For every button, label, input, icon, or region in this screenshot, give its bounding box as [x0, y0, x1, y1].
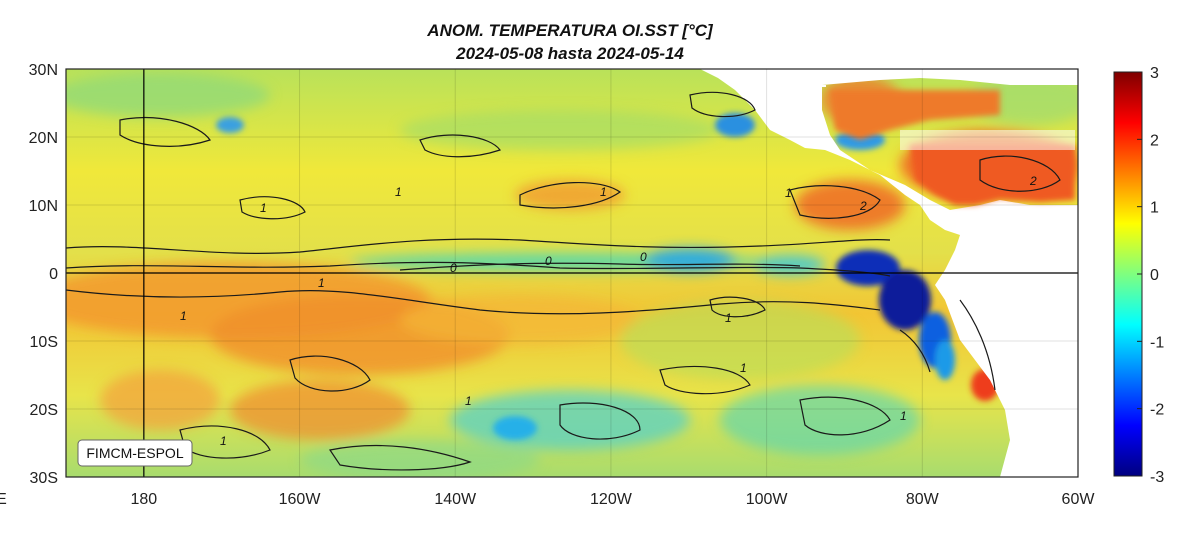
map-title: ANOM. TEMPERATURA OI.SST [°C] [427, 21, 713, 40]
contour-label: 2 [859, 199, 867, 213]
colorbar: 3 2 1 0 -1 -2 -3 [1113, 65, 1164, 486]
contour-label: 1 [318, 276, 325, 290]
contour-label: 1 [600, 185, 607, 199]
colorbar-tick-label: -1 [1150, 334, 1164, 351]
lat-tick-label: 20S [30, 402, 58, 419]
lon-tick-label: 140W [434, 491, 477, 508]
lat-tick-label: 10S [30, 334, 58, 351]
contour-label: 1 [785, 186, 792, 200]
contour-label: 1 [740, 361, 747, 375]
lat-tick-label: 10N [29, 198, 58, 215]
contour-labels: 1 0 1 1 1 0 1 2 1 2 1 1 0 1 1 1 [180, 174, 1037, 448]
lat-tick-label: 20N [29, 130, 58, 147]
contour-label: 1 [725, 311, 732, 325]
contour-label: 0 [640, 250, 647, 264]
contour-label: 1 [465, 394, 472, 408]
colorbar-tick-label: 0 [1150, 267, 1159, 284]
colorbar-tick-label: -2 [1150, 402, 1164, 419]
contour-label: 2 [1029, 174, 1037, 188]
colorbar-tick-label: -3 [1150, 469, 1164, 486]
contour-label: 1 [220, 434, 227, 448]
contour-label: 0 [450, 261, 457, 275]
lat-tick-label: 30N [29, 62, 58, 79]
watermark-text: FIMCM-ESPOL [86, 445, 183, 461]
lat-tick-label: 30S [30, 470, 58, 487]
contour-label: 1 [260, 201, 267, 215]
map-date-range: 2024-05-08 hasta 2024-05-14 [456, 44, 684, 63]
contour-label: 1 [180, 309, 187, 323]
lon-tick-label: 160E [0, 491, 7, 508]
lon-tick-label: 60W [1062, 491, 1096, 508]
lon-tick-label: 80W [906, 491, 940, 508]
contour-label: 1 [900, 409, 907, 423]
latitude-axis: 30N 20N 10N 0 10S 20S 30S [29, 62, 58, 487]
watermark-box: FIMCM-ESPOL [77, 439, 193, 467]
lat-tick-label: 0 [49, 266, 58, 283]
anomaly-field: 1 0 1 1 1 0 1 2 1 2 1 1 0 1 1 1 [66, 69, 1078, 477]
map-frame [65, 68, 1079, 478]
lon-tick-label: 160W [279, 491, 322, 508]
lon-tick-label: 120W [590, 491, 633, 508]
contour-label: 1 [395, 185, 402, 199]
longitude-axis: 160E 180 160W 140W 120W 100W 80W 60W [0, 491, 1095, 508]
colorbar-tick-label: 3 [1150, 65, 1159, 82]
colorbar-ticks: 3 2 1 0 -1 -2 -3 [1137, 65, 1164, 486]
contour-label: 0 [545, 254, 552, 268]
lon-tick-label: 180 [130, 491, 157, 508]
colorbar-tick-label: 2 [1150, 132, 1159, 149]
contour-lines [66, 91, 1061, 471]
lon-tick-label: 100W [746, 491, 789, 508]
colorbar-tick-label: 1 [1150, 200, 1159, 217]
